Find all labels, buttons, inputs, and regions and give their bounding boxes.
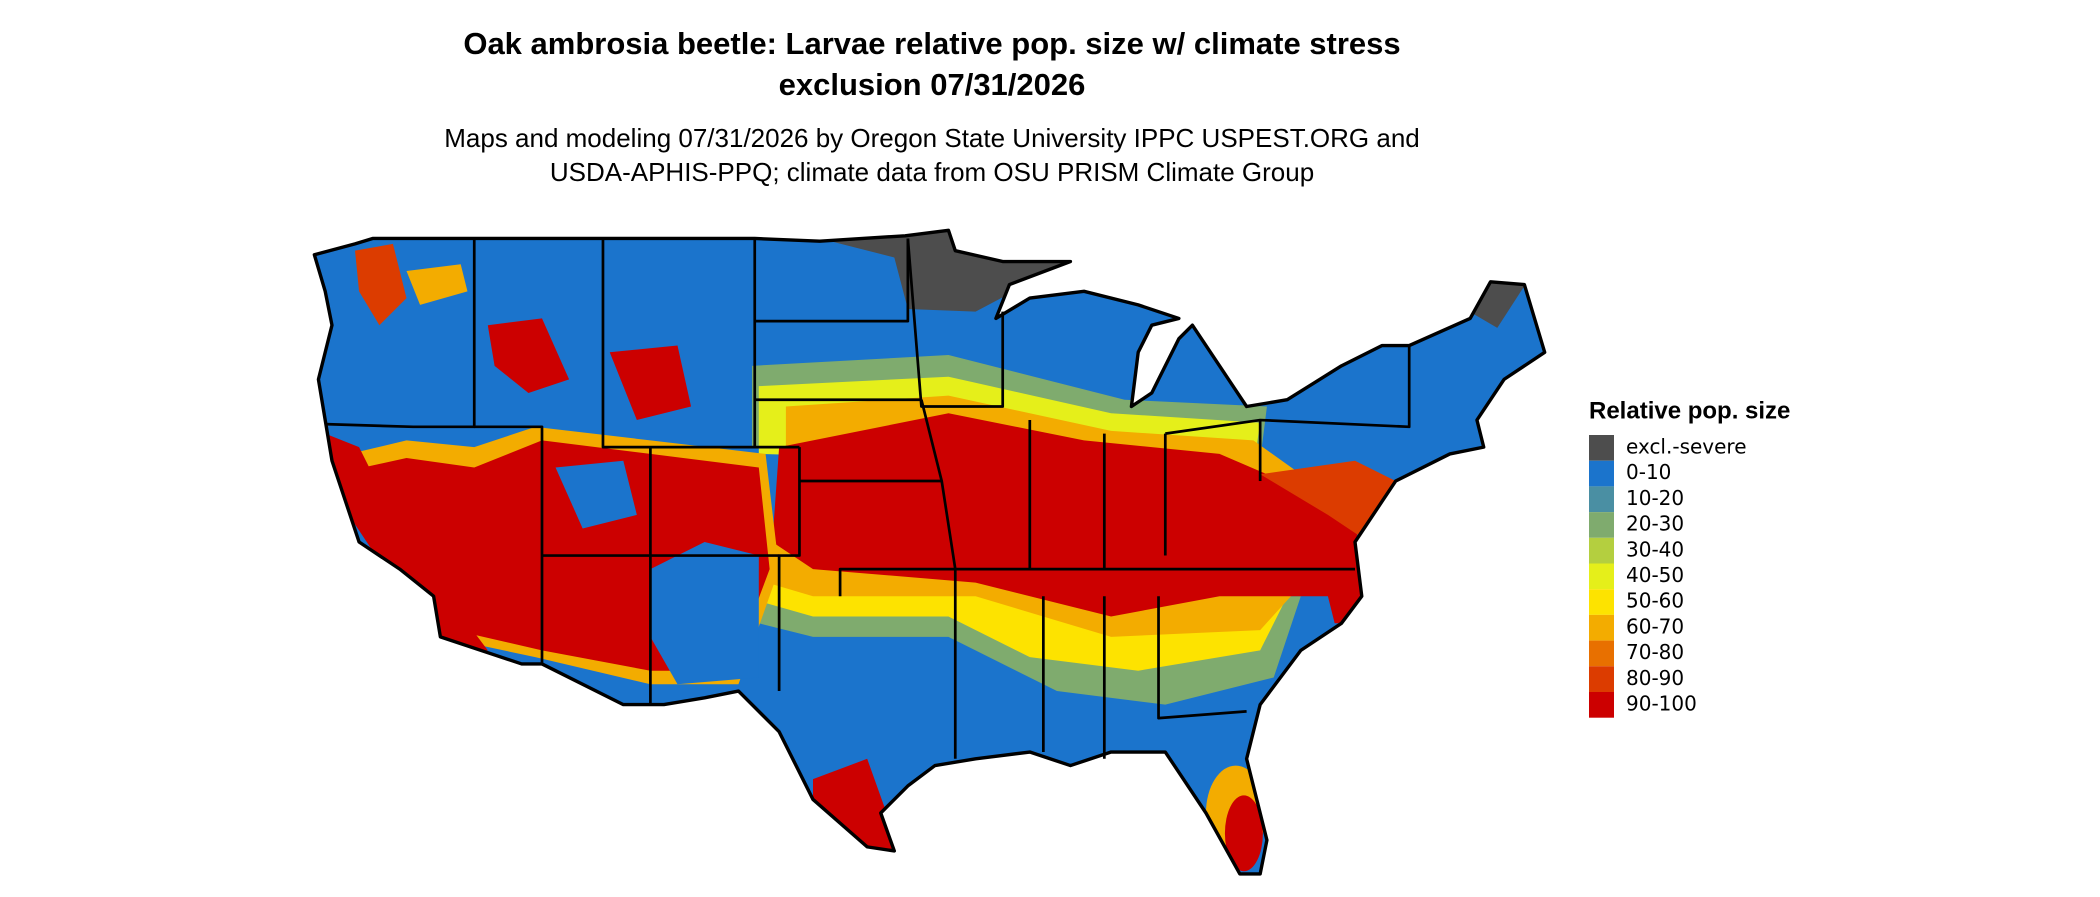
legend-swatch [1589, 614, 1614, 641]
legend-label: 30-40 [1626, 537, 1684, 561]
title-line: exclusion 07/31/2026 [779, 67, 1086, 102]
legend-swatch [1589, 589, 1614, 615]
legend-label: 50-60 [1626, 589, 1684, 613]
legend-swatch [1589, 537, 1614, 564]
legend-swatch [1589, 563, 1614, 590]
legend-label: 20-30 [1626, 512, 1684, 536]
legend-swatch [1589, 640, 1614, 667]
legend-swatch [1589, 512, 1614, 538]
legend-swatch [1589, 460, 1614, 487]
legend: excl.-severe0-1010-2020-3030-4040-5050-6… [1589, 435, 1747, 718]
legend-label: 60-70 [1626, 614, 1684, 638]
legend-label: 90-100 [1626, 692, 1697, 716]
legend-label: 70-80 [1626, 640, 1684, 664]
subtitle-line: Maps and modeling 07/31/2026 by Oregon S… [444, 123, 1420, 153]
legend-swatch [1589, 435, 1614, 461]
us-map [312, 228, 1547, 876]
legend-label: 10-20 [1626, 486, 1684, 510]
legend-label: excl.-severe [1626, 435, 1747, 459]
legend-label: 0-10 [1626, 460, 1671, 484]
title-line: Oak ambrosia beetle: Larvae relative pop… [463, 26, 1400, 61]
legend-swatch [1589, 666, 1614, 692]
subtitle-line: USDA-APHIS-PPQ; climate data from OSU PR… [550, 157, 1314, 187]
legend-title: Relative pop. size [1589, 397, 1790, 424]
legend-label: 40-50 [1626, 563, 1684, 587]
legend-swatch [1589, 692, 1614, 718]
legend-swatch [1589, 486, 1614, 513]
legend-label: 80-90 [1626, 666, 1684, 690]
